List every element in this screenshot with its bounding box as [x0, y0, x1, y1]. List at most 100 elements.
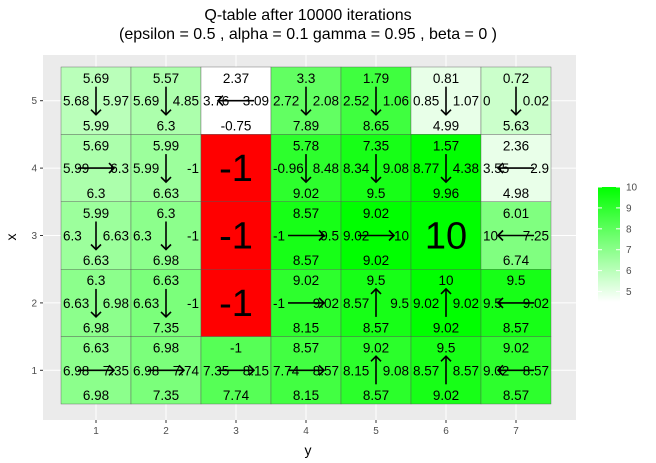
cell-label-x3-y6: 10 — [425, 216, 467, 258]
q-value-right-x5-y7: 0.02 — [523, 94, 549, 109]
q-value-left-x1-y2: 6.98 — [133, 363, 159, 378]
cell-label-x4-y3: -1 — [219, 148, 253, 190]
q-value-right-x1-y5: 9.08 — [383, 363, 409, 378]
legend-tick-label-9: 9 — [626, 203, 632, 214]
q-value-left-x5-y4: 2.72 — [273, 94, 299, 109]
q-value-left-x4-y6: 8.77 — [413, 161, 439, 176]
q-value-left-x1-y5: 8.15 — [343, 363, 369, 378]
q-value-right-x3-y5: 10 — [394, 229, 409, 244]
q-value-up-x4-y6: 1.57 — [433, 138, 459, 153]
x-axis-label: y — [305, 442, 312, 458]
x-tick-label-5: 5 — [373, 426, 379, 437]
arrow-left-x1-y7 — [496, 364, 534, 376]
q-value-up-x1-y6: 9.5 — [437, 341, 456, 356]
q-value-up-x5-y7: 0.72 — [503, 71, 529, 86]
x-tick-label-7: 7 — [513, 426, 519, 437]
y-tick-label-3: 3 — [31, 231, 37, 242]
arrow-down-x5-y5 — [370, 86, 382, 116]
arrow-right-x4-y1 — [78, 162, 116, 174]
q-value-left-x2-y2: 6.63 — [133, 296, 159, 311]
q-value-left-x1-y3: 7.35 — [203, 363, 229, 378]
legend-tick-label-5: 5 — [626, 287, 632, 298]
y-tick-label-5: 5 — [31, 96, 37, 107]
q-value-right-x4-y7: 2.9 — [530, 161, 549, 176]
q-value-up-x5-y4: 3.3 — [297, 71, 316, 86]
q-value-down-x1-y3: 7.74 — [223, 388, 250, 403]
q-value-left-x2-y4: -1 — [273, 296, 285, 311]
q-value-down-x3-y4: 8.57 — [293, 253, 319, 268]
x-tick-label-4: 4 — [303, 426, 309, 437]
q-value-left-x5-y1: 5.68 — [63, 94, 89, 109]
q-value-down-x2-y1: 6.98 — [83, 321, 109, 336]
q-value-down-x2-y7: 8.57 — [503, 321, 529, 336]
q-value-down-x3-y1: 6.63 — [83, 253, 109, 268]
q-value-right-x2-y2: -1 — [187, 296, 199, 311]
q-value-down-x2-y4: 8.15 — [293, 321, 319, 336]
legend-gradient-bar — [598, 187, 620, 302]
q-value-down-x3-y7: 6.74 — [503, 253, 530, 268]
y-tick-label-2: 2 — [31, 298, 37, 309]
arrow-left-x4-y7 — [496, 162, 534, 174]
legend-tick-label-7: 7 — [626, 245, 632, 256]
q-value-right-x1-y6: 8.57 — [453, 363, 479, 378]
q-value-left-x4-y2: 5.99 — [133, 161, 159, 176]
q-value-down-x1-y6: 9.02 — [433, 388, 459, 403]
q-value-up-x5-y3: 2.37 — [223, 71, 249, 86]
q-value-left-x4-y5: 8.34 — [343, 161, 370, 176]
q-value-right-x5-y4: 2.08 — [313, 94, 339, 109]
arrow-down-x5-y1 — [90, 86, 102, 116]
q-value-up-x2-y5: 9.5 — [367, 273, 386, 288]
q-value-up-x3-y2: 6.3 — [157, 206, 176, 221]
q-value-up-x1-y2: 6.98 — [153, 341, 179, 356]
q-value-right-x1-y7: 8.57 — [523, 363, 549, 378]
arrow-down-x4-y4 — [300, 154, 312, 184]
q-value-left-x3-y1: 6.3 — [63, 229, 82, 244]
q-value-left-x2-y1: 6.63 — [63, 296, 89, 311]
q-value-down-x4-y1: 6.3 — [87, 186, 106, 201]
y-axis: 1 2 3 4 5 — [31, 96, 43, 377]
q-value-left-x5-y2: 5.69 — [133, 94, 159, 109]
q-value-down-x5-y7: 5.63 — [503, 118, 529, 133]
arrow-down-x5-y7 — [510, 86, 522, 116]
q-value-up-x3-y5: 9.02 — [363, 206, 389, 221]
q-value-left-x4-y1: 5.99 — [63, 161, 89, 176]
x-tick-label-3: 3 — [233, 426, 239, 437]
arrow-left-x2-y7 — [496, 297, 534, 309]
q-value-down-x5-y3: -0.75 — [221, 118, 252, 133]
q-value-down-x4-y6: 9.96 — [433, 186, 459, 201]
q-value-up-x2-y4: 9.02 — [293, 273, 319, 288]
arrow-right-x1-y3 — [218, 364, 256, 376]
q-value-up-x5-y6: 0.81 — [433, 71, 459, 86]
q-value-up-x1-y1: 6.63 — [83, 341, 109, 356]
y-tick-label-4: 4 — [31, 164, 37, 175]
q-value-right-x3-y7: 7.25 — [523, 229, 549, 244]
q-value-up-x1-y5: 9.02 — [363, 341, 389, 356]
legend-tick-label-10: 10 — [626, 183, 638, 194]
q-value-down-x3-y2: 6.98 — [153, 253, 179, 268]
x-tick-label-6: 6 — [443, 426, 449, 437]
q-value-right-x2-y5: 9.5 — [390, 296, 409, 311]
q-value-left-x2-y5: 8.57 — [343, 296, 369, 311]
cell-annotations: 5.695.995.68 5.975.576.35.69 4.852.37-0.75… — [63, 71, 549, 403]
q-value-down-x1-y1: 6.98 — [83, 388, 109, 403]
x-tick-label-1: 1 — [93, 426, 99, 437]
q-value-left-x3-y2: 6.3 — [133, 229, 152, 244]
heatmap-cell-x3-y3 — [200, 201, 272, 270]
cell-label-x2-y3: -1 — [219, 283, 253, 325]
q-value-right-x3-y2: -1 — [187, 229, 199, 244]
q-value-right-x5-y2: 4.85 — [173, 94, 199, 109]
q-value-up-x5-y5: 1.79 — [363, 71, 389, 86]
q-value-left-x3-y4: -1 — [273, 229, 285, 244]
q-value-down-x4-y2: 6.63 — [153, 186, 179, 201]
q-value-left-x1-y6: 8.57 — [413, 363, 439, 378]
heatmap-cell-x2-y3 — [200, 269, 272, 337]
q-value-left-x3-y7: 10 — [483, 229, 498, 244]
arrow-down-x4-y5 — [370, 154, 382, 184]
y-axis-label: x — [3, 234, 19, 241]
arrow-up-x1-y5 — [370, 355, 382, 385]
q-value-down-x1-y4: 8.15 — [293, 388, 319, 403]
arrow-left-x3-y7 — [496, 229, 534, 242]
q-value-right-x5-y5: 1.06 — [383, 94, 409, 109]
q-value-right-x3-y4: 9.5 — [320, 229, 339, 244]
